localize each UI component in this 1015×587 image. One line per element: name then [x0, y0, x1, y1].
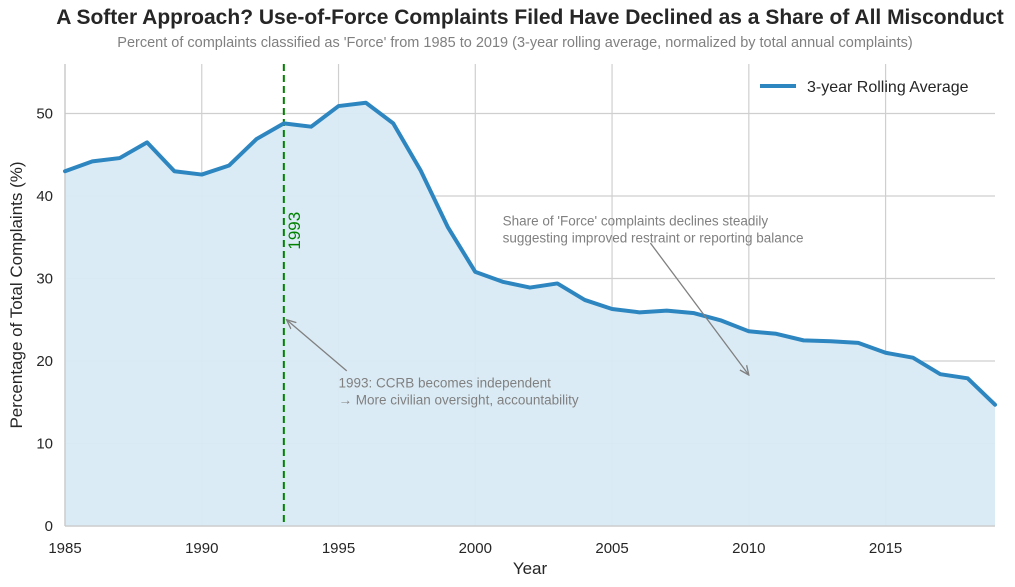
- area-fill: [65, 102, 995, 526]
- y-axis-label: Percentage of Total Complaints (%): [7, 161, 26, 428]
- x-tick-label: 1995: [322, 540, 355, 557]
- x-tick-label: 2010: [732, 540, 765, 557]
- legend-label: 3-year Rolling Average: [807, 79, 969, 96]
- axis-spines: [64, 64, 995, 527]
- data-point-2016: [911, 356, 915, 360]
- annotation-line: 1993: CCRB becomes independent: [339, 375, 552, 390]
- data-point-2007: [665, 309, 669, 313]
- data-point-2009: [719, 319, 723, 323]
- annotation-line: suggesting improved restraint or reporti…: [503, 231, 804, 246]
- annotation-text-1: 1993: CCRB becomes independent → More civ…: [339, 375, 579, 407]
- x-tick-label: 1985: [48, 540, 81, 557]
- data-point-1988: [145, 140, 149, 144]
- data-point-1993: [282, 121, 286, 125]
- annotation-line: → More civilian oversight, accountabilit…: [339, 392, 579, 407]
- data-point-2004: [583, 298, 587, 302]
- data-point-1999: [446, 225, 450, 229]
- annotations: 1993: CCRB becomes independent → More civ…: [287, 214, 804, 407]
- data-point-2019: [993, 403, 997, 407]
- legend: 3-year Rolling Average: [760, 79, 969, 96]
- data-point-2000: [473, 270, 477, 274]
- data-point-2008: [692, 311, 696, 315]
- x-tick-label: 2015: [869, 540, 902, 557]
- y-tick-labels: 0 10 20 30 40 50: [36, 106, 53, 536]
- annotation-line: Share of 'Force' complaints declines ste…: [503, 214, 769, 229]
- data-point-2018: [966, 376, 970, 380]
- x-axis-label: Year: [513, 559, 548, 578]
- data-point-2001: [501, 280, 505, 284]
- data-point-1985: [63, 169, 67, 173]
- data-point-1996: [364, 101, 368, 105]
- data-point-2013: [829, 339, 833, 343]
- x-tick-label: 2005: [595, 540, 628, 557]
- data-point-1986: [90, 159, 94, 163]
- y-tick-label: 0: [45, 518, 53, 535]
- data-point-1987: [118, 156, 122, 160]
- vline-label: 1993: [285, 212, 304, 250]
- data-point-2005: [610, 307, 614, 311]
- data-point-1990: [200, 173, 204, 177]
- annotation-text-2: Share of 'Force' complaints declines ste…: [503, 214, 804, 246]
- data-point-1991: [227, 163, 231, 167]
- data-point-1997: [391, 121, 395, 125]
- data-point-2006: [637, 310, 641, 314]
- x-tick-labels: 1985 1990 1995 2000 2005 2010 2015: [48, 540, 902, 557]
- chart-title: A Softer Approach? Use-of-Force Complain…: [56, 6, 1004, 29]
- data-point-2002: [528, 286, 532, 290]
- data-point-2015: [884, 351, 888, 355]
- data-point-2010: [747, 329, 751, 333]
- data-point-1989: [172, 169, 176, 173]
- data-point-1994: [309, 125, 313, 129]
- y-tick-label: 50: [36, 106, 53, 123]
- data-point-2017: [938, 372, 942, 376]
- y-tick-label: 40: [36, 188, 53, 205]
- x-tick-label: 1990: [185, 540, 218, 557]
- data-point-1992: [254, 137, 258, 141]
- series-line: [63, 100, 997, 407]
- data-point-2011: [774, 332, 778, 336]
- x-tick-label: 2000: [459, 540, 492, 557]
- data-point-1998: [419, 168, 423, 172]
- chart-subtitle: Percent of complaints classified as 'For…: [117, 35, 912, 51]
- data-point-1995: [337, 104, 341, 108]
- annotation-arrow-2: [649, 242, 748, 375]
- annotation-arrow-1: [287, 320, 348, 372]
- y-tick-label: 20: [36, 353, 53, 370]
- data-point-2012: [802, 338, 806, 342]
- y-tick-label: 10: [36, 436, 53, 453]
- data-point-2014: [856, 341, 860, 345]
- data-point-2003: [555, 281, 559, 285]
- y-tick-label: 30: [36, 271, 53, 288]
